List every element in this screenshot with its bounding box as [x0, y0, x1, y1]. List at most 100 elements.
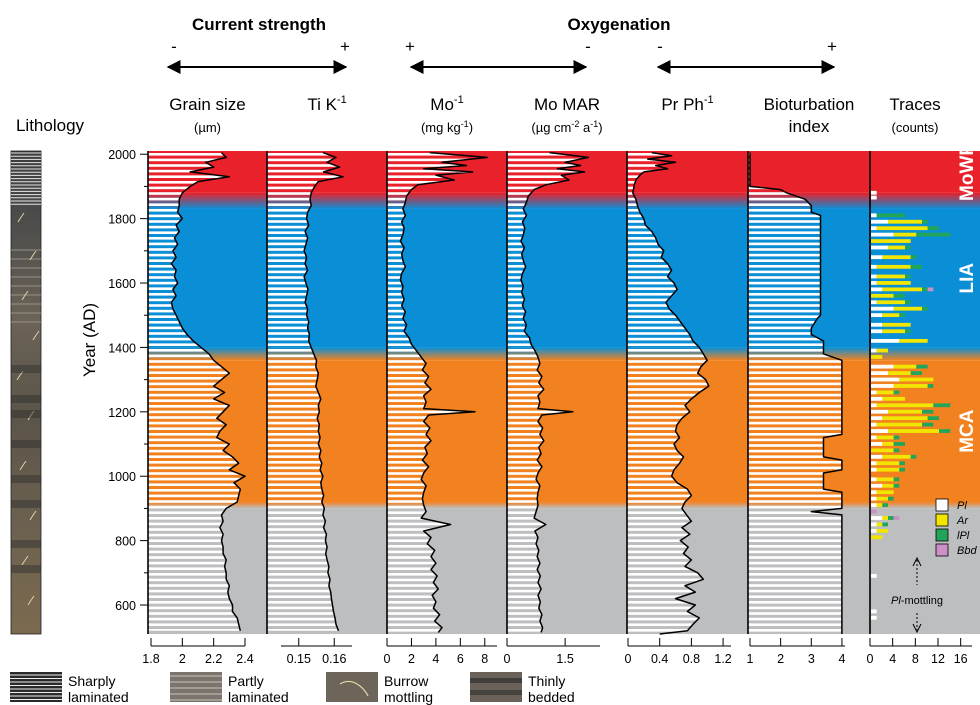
hatch-line [148, 410, 245, 414]
hatch-line [148, 528, 245, 531]
hatch-line [627, 360, 709, 363]
period-band [507, 208, 627, 348]
x-tick-label: 8 [912, 652, 919, 666]
hatch-line [748, 349, 842, 352]
x-tick-label: 8 [481, 652, 488, 666]
trace-bar [871, 435, 877, 440]
hatch-line [627, 321, 709, 324]
burrow-mark [21, 290, 29, 301]
trace-bar [893, 435, 900, 440]
period-transition [507, 192, 627, 209]
period-transition [870, 192, 980, 209]
hatch-line [748, 276, 842, 279]
hatch-line [748, 203, 842, 206]
x-axis-mo: 0 2 4 6 8 [384, 638, 497, 666]
hatch-line [627, 337, 709, 341]
hatch-line [627, 533, 709, 537]
x-axis-ti: 0.15 0.16 [281, 638, 352, 666]
thin-bed [11, 500, 41, 508]
x-tick-label: 4 [889, 652, 896, 666]
lithology-legend-label-2: laminated [68, 689, 129, 705]
trace-bar [871, 574, 877, 578]
hatch-line [627, 606, 709, 610]
panel-unit-mo: (mg kg-1) [421, 119, 473, 135]
hatch-line [748, 259, 842, 262]
trace-bar [871, 535, 883, 540]
oxygenation-title: Oxygenation [568, 15, 671, 34]
series-line-momar [520, 151, 590, 633]
hatch-line [267, 629, 344, 631]
period-transition [387, 192, 507, 209]
hatch-line [148, 444, 245, 447]
hatch-line [627, 427, 709, 430]
panel-grain: 1.8 2 2.2 2.4 Grain size (µm) [142, 95, 267, 666]
hatch-line [267, 612, 344, 615]
hatch-line [148, 399, 245, 402]
y-tick-label: 1800 [108, 213, 136, 227]
period-band [267, 360, 387, 502]
hatch-line [267, 209, 344, 212]
hatch-line [627, 517, 709, 520]
current-strength-title: Current strength [192, 15, 326, 34]
trace-bar [899, 377, 934, 382]
hatch-line [748, 433, 842, 436]
trace-bar [882, 454, 911, 459]
hatch-line [148, 623, 245, 626]
x-tick-label: 2.4 [236, 652, 253, 666]
hatch-line [627, 539, 709, 542]
minus-sign: - [585, 37, 591, 56]
hatch-line [148, 164, 245, 167]
hatch-line [748, 410, 842, 414]
traces-legend-swatch [935, 543, 949, 557]
trace-bar [876, 281, 911, 285]
trace-bar [899, 313, 905, 318]
hatch-line [748, 293, 842, 296]
hatch-line [267, 623, 344, 626]
hatch-line [148, 438, 245, 442]
hatch-line [267, 489, 344, 492]
hatch-line [627, 444, 709, 447]
hatch-line [267, 595, 344, 598]
panel-ti: 0.15 0.16 Ti K-1 [266, 94, 387, 666]
hatch-line [387, 623, 488, 626]
trace-bar [933, 403, 951, 408]
hatch-line [267, 455, 344, 458]
x-tick-label: 1 [747, 652, 754, 666]
period-band [148, 508, 267, 634]
hatch-line [267, 332, 344, 335]
panel-title-text: Mo [430, 95, 454, 114]
trace-bar [876, 390, 894, 395]
hatch-line [267, 214, 344, 218]
trace-bar [882, 329, 905, 334]
hatch-line [748, 623, 842, 626]
x-tick-label: 0.4 [651, 652, 668, 666]
period-band [748, 360, 870, 502]
trace-bar [888, 516, 894, 520]
hatch-line [267, 578, 344, 582]
trace-bar [882, 255, 911, 260]
hatch-line [627, 578, 709, 582]
hatch-line [748, 567, 842, 570]
hatch-line [748, 197, 842, 201]
period-transition [148, 501, 267, 509]
panel-title-text: Grain size [169, 95, 246, 114]
period-band [148, 360, 267, 502]
series-line-ti [303, 151, 344, 632]
plus-sign: + [340, 37, 350, 56]
trace-bar [871, 467, 877, 472]
hatch-line [627, 589, 709, 593]
hatch-line [748, 214, 842, 218]
trace-bar [893, 477, 900, 482]
hatch-line [148, 617, 245, 621]
trace-bar [927, 416, 939, 421]
x-tick-label: 2 [179, 652, 186, 666]
hatch-line [267, 326, 344, 330]
trace-bar [882, 287, 922, 292]
burrow-mottling-swatch [326, 672, 378, 702]
trace-bar [893, 232, 917, 237]
hatch-line [748, 399, 842, 402]
trace-bar [882, 483, 894, 488]
hatch-line [748, 332, 842, 335]
